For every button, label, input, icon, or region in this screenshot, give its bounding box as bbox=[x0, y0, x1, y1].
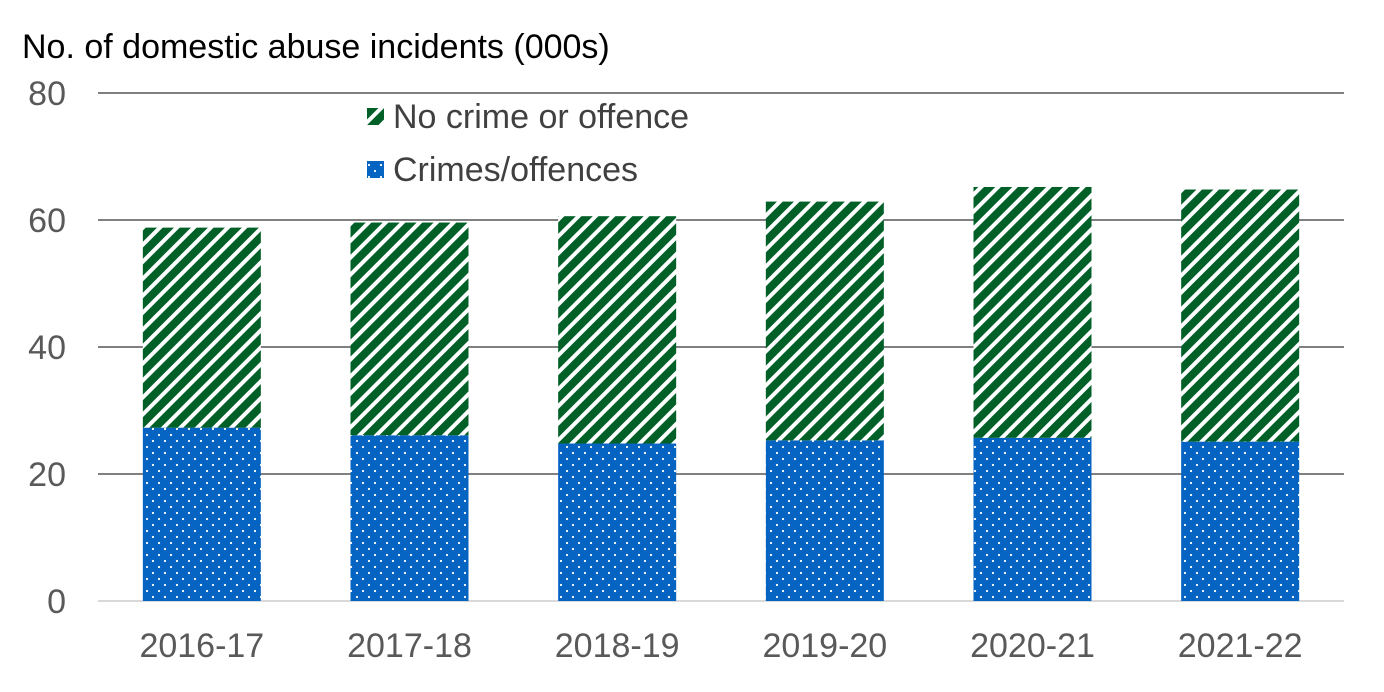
gridlines bbox=[98, 92, 1344, 602]
bar-no-crime-2016-17 bbox=[142, 227, 261, 428]
x-tick-label: 2020-21 bbox=[970, 627, 1095, 665]
bar-no-crime-2019-20 bbox=[765, 201, 884, 441]
legend: No crime or offence Crimes/offences bbox=[367, 98, 689, 189]
chart-title: No. of domestic abuse incidents (000s) bbox=[22, 28, 610, 66]
x-tick-label: 2017-18 bbox=[347, 627, 472, 665]
y-tick-label: 0 bbox=[47, 583, 66, 621]
y-tick-label: 60 bbox=[28, 202, 66, 240]
bar-crimes-2018-19 bbox=[558, 443, 677, 601]
legend-swatch bbox=[367, 161, 384, 178]
bar-crimes-2020-21 bbox=[973, 437, 1092, 601]
x-tick-label: 2021-22 bbox=[1178, 627, 1303, 665]
legend-label: No crime or offence bbox=[393, 98, 689, 136]
legend-label: Crimes/offences bbox=[393, 151, 638, 189]
bars bbox=[142, 186, 1300, 601]
x-tick-label: 2018-19 bbox=[555, 627, 680, 665]
bar-no-crime-2017-18 bbox=[350, 222, 469, 436]
bar-crimes-2016-17 bbox=[142, 427, 261, 601]
legend-swatch bbox=[367, 108, 384, 125]
y-tick-labels: 0 20 40 60 80 bbox=[28, 75, 66, 621]
x-tick-label: 2019-20 bbox=[762, 627, 887, 665]
bar-crimes-2021-22 bbox=[1181, 441, 1300, 601]
y-tick-label: 80 bbox=[28, 75, 66, 113]
bar-no-crime-2021-22 bbox=[1181, 189, 1300, 442]
y-tick-label: 20 bbox=[28, 456, 66, 494]
bar-no-crime-2018-19 bbox=[558, 216, 677, 444]
bar-crimes-2019-20 bbox=[765, 440, 884, 601]
y-tick-label: 40 bbox=[28, 329, 66, 367]
bar-crimes-2017-18 bbox=[350, 435, 469, 601]
x-tick-labels: 2016-17 2017-18 2018-19 2019-20 2020-21 2021-… bbox=[139, 627, 1302, 665]
bar-no-crime-2020-21 bbox=[973, 186, 1092, 438]
x-tick-label: 2016-17 bbox=[139, 627, 264, 665]
